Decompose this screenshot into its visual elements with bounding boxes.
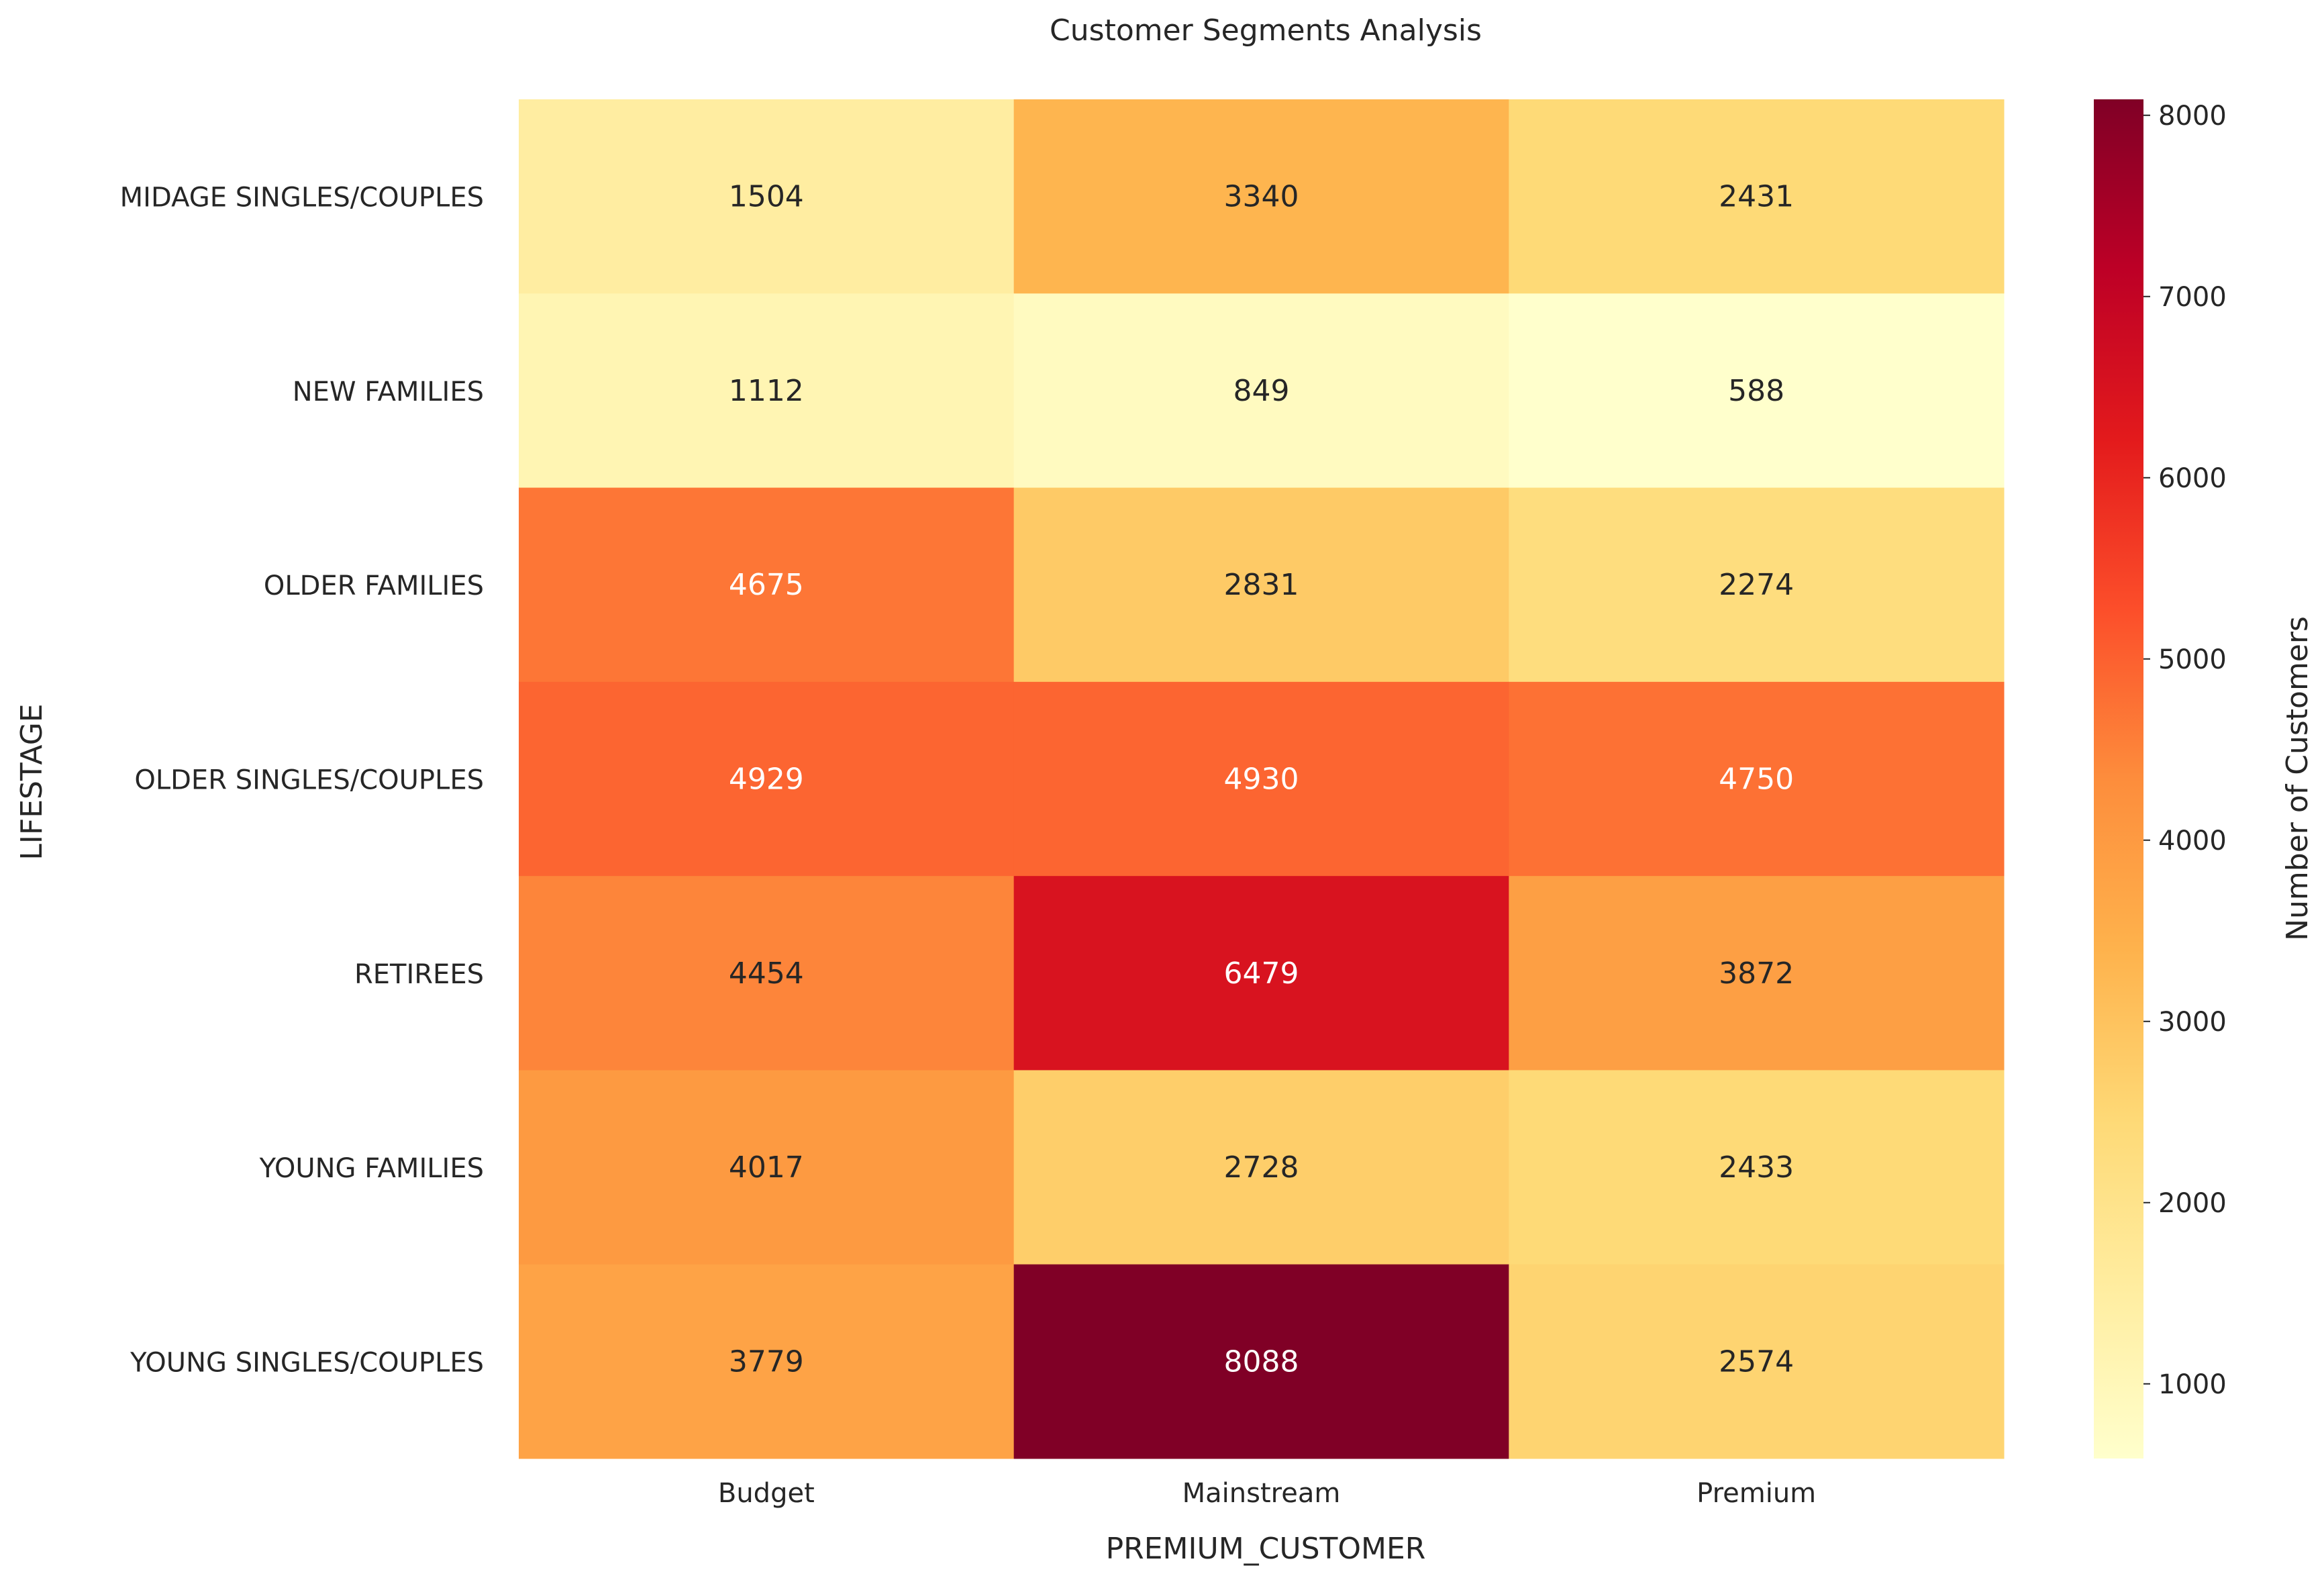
colorbar-tick-label: 2000: [2158, 1188, 2227, 1219]
heatmap-cell: [519, 681, 1015, 877]
cell-value-label: 849: [1233, 374, 1290, 408]
colorbar-ticks: 1000 2000 3000 4000 5000 6000 7000 8000: [2143, 101, 2227, 1400]
cell-value-label: 2574: [1719, 1344, 1794, 1379]
heatmap-cell: [1509, 681, 2005, 877]
cell-value-label: 4454: [729, 956, 804, 991]
colorbar: [2094, 99, 2143, 1459]
cell-value-label: 8088: [1224, 1344, 1299, 1379]
y-tick-labels: MIDAGE SINGLES/COUPLES NEW FAMILIES OLDER …: [120, 183, 484, 1379]
colorbar-tick-label: 6000: [2158, 463, 2227, 494]
colorbar-label: Number of Customers: [2280, 616, 2315, 941]
heatmap-cell: [1509, 876, 2005, 1071]
cell-value-label: 2431: [1719, 180, 1794, 214]
heatmap-cell: [519, 99, 1015, 294]
cell-value-label: 2433: [1719, 1150, 1794, 1185]
cell-value-label: 6479: [1224, 956, 1299, 991]
colorbar-tick-label: 5000: [2158, 644, 2227, 675]
colorbar-tick-label: 3000: [2158, 1007, 2227, 1038]
cell-value-label: 2831: [1224, 568, 1299, 602]
y-axis-label: LIFESTAGE: [15, 703, 49, 860]
chart-title: Customer Segments Analysis: [1050, 13, 1482, 48]
cell-value-label: 4017: [729, 1150, 804, 1185]
heatmap-cell: [1013, 876, 1509, 1071]
heatmap-cells: 1504 3340 2431 1112 849 588 4675 2831 2274 4929 49…: [519, 99, 2005, 1459]
x-tick-label: Mainstream: [1182, 1478, 1341, 1509]
heatmap-cell: [1509, 99, 2005, 294]
cell-value-label: 1504: [729, 180, 804, 214]
heatmap-cell: [1013, 1070, 1509, 1265]
heatmap-cell: [1013, 1264, 1509, 1459]
heatmap-cell: [1509, 1264, 2005, 1459]
colorbar-tick-label: 7000: [2158, 282, 2227, 313]
y-tick-label: RETIREES: [354, 959, 484, 990]
y-tick-label: OLDER SINGLES/COUPLES: [134, 765, 484, 796]
cell-value-label: 3779: [729, 1344, 804, 1379]
x-tick-labels: Budget Mainstream Premium: [718, 1478, 1816, 1509]
cell-value-label: 4750: [1719, 762, 1794, 797]
cell-value-label: 4929: [729, 762, 804, 797]
heatmap-cell: [1013, 293, 1509, 489]
cell-value-label: 3340: [1224, 180, 1299, 214]
cell-value-label: 4675: [729, 568, 804, 602]
x-tick-label: Budget: [718, 1478, 815, 1509]
heatmap-cell: [519, 293, 1015, 489]
y-tick-label: NEW FAMILIES: [293, 377, 484, 407]
cell-value-label: 588: [1728, 374, 1784, 408]
heatmap-cell: [519, 1264, 1015, 1459]
heatmap-cell: [1509, 487, 2005, 683]
heatmap-cell: [1013, 681, 1509, 877]
colorbar-tick-label: 4000: [2158, 826, 2227, 856]
cell-value-label: 2274: [1719, 568, 1794, 602]
cell-value-label: 4930: [1224, 762, 1299, 797]
y-tick-label: YOUNG SINGLES/COUPLES: [130, 1347, 484, 1378]
heatmap-cell: [1013, 99, 1509, 294]
y-tick-label: MIDAGE SINGLES/COUPLES: [120, 183, 484, 213]
x-axis-label: PREMIUM_CUSTOMER: [1106, 1532, 1426, 1566]
heatmap-cell: [1509, 293, 2005, 489]
cell-value-label: 3872: [1719, 956, 1794, 991]
colorbar-tick-label: 8000: [2158, 101, 2227, 132]
colorbar-tick-label: 1000: [2158, 1369, 2227, 1400]
cell-value-label: 1112: [729, 374, 804, 408]
y-tick-label: YOUNG FAMILIES: [259, 1153, 484, 1184]
y-tick-label: OLDER FAMILIES: [264, 571, 484, 601]
heatmap-cell: [519, 876, 1015, 1071]
heatmap-cell: [1013, 487, 1509, 683]
heatmap-cell: [1509, 1070, 2005, 1265]
cell-value-label: 2728: [1224, 1150, 1299, 1185]
heatmap-cell: [519, 487, 1015, 683]
x-tick-label: Premium: [1697, 1478, 1816, 1509]
heatmap-cell: [519, 1070, 1015, 1265]
